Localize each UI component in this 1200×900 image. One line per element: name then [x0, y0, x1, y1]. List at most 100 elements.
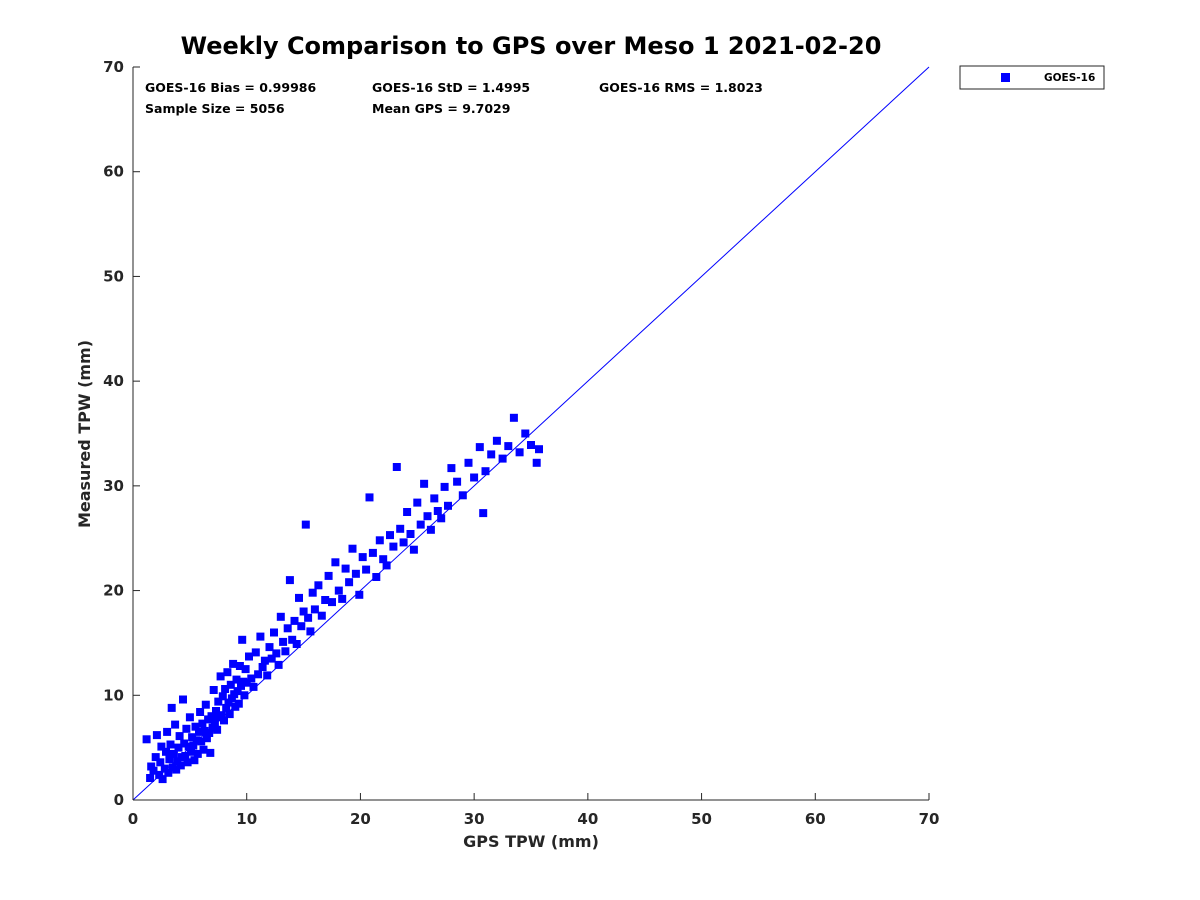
data-point [464, 458, 473, 467]
data-point [498, 454, 507, 463]
data-point [226, 680, 235, 689]
data-point [389, 542, 398, 551]
data-point [195, 727, 203, 736]
data-point [156, 758, 165, 767]
data-point [223, 668, 232, 677]
data-point [222, 703, 231, 712]
data-point [430, 494, 439, 503]
data-point [256, 632, 265, 641]
data-point [233, 687, 242, 696]
data-point [235, 662, 244, 670]
y-axis-label: Measured TPW (mm) [75, 340, 94, 528]
data-point [146, 774, 155, 782]
data-point [440, 482, 449, 491]
data-point [437, 514, 446, 523]
data-point [182, 724, 191, 733]
std-annotation: GOES-16 StD = 1.4995 [372, 80, 530, 95]
data-point [314, 581, 323, 590]
data-point [167, 703, 176, 712]
data-point [181, 752, 190, 760]
data-point [221, 685, 230, 693]
data-point [379, 555, 388, 564]
data-point [198, 719, 207, 728]
data-point [251, 648, 260, 657]
data-point [164, 768, 173, 777]
data-point [208, 723, 217, 732]
data-point [258, 663, 267, 671]
data-point [324, 571, 333, 580]
data-point [191, 722, 200, 731]
data-point [152, 731, 161, 740]
data-point [158, 775, 167, 784]
data-point [225, 710, 234, 719]
data-point [157, 742, 166, 751]
x-tick-label: 0 [128, 810, 138, 828]
data-point [179, 695, 187, 704]
data-point [375, 536, 384, 545]
data-point [292, 640, 301, 648]
data-point [206, 748, 215, 757]
data-point [348, 544, 357, 553]
data-point [444, 501, 452, 510]
data-point [242, 678, 251, 687]
data-point [200, 726, 209, 735]
data-point [180, 739, 189, 748]
y-tick-label: 20 [103, 582, 124, 600]
data-point [192, 736, 201, 745]
data-point [188, 733, 197, 742]
data-point [238, 635, 247, 644]
data-point [190, 756, 199, 765]
data-point [481, 467, 490, 476]
data-point [504, 442, 513, 451]
data-point [281, 647, 290, 656]
data-point [240, 691, 249, 700]
data-point [232, 675, 241, 684]
data-point [321, 596, 330, 604]
data-point [304, 613, 313, 622]
data-point [147, 762, 156, 771]
data-point [197, 737, 206, 746]
data-point [151, 753, 160, 762]
data-point [234, 699, 243, 708]
data-point [479, 509, 488, 518]
data-point [358, 553, 367, 562]
data-point [338, 594, 347, 603]
data-point [351, 569, 360, 578]
data-point [199, 745, 208, 754]
data-point [475, 443, 484, 452]
data-point [306, 627, 315, 636]
data-point [386, 531, 394, 540]
data-point [362, 565, 371, 574]
y-tick-label: 50 [103, 267, 124, 285]
data-point [392, 463, 401, 471]
x-tick-label: 60 [805, 810, 826, 828]
data-point [207, 712, 216, 721]
data-point [301, 520, 310, 529]
data-point [189, 741, 198, 750]
data-point [416, 520, 425, 529]
data-point [299, 607, 308, 616]
bias-annotation: GOES-16 Bias = 0.99986 [145, 80, 316, 95]
data-point [237, 681, 245, 690]
data-point [433, 507, 442, 515]
legend-box [959, 65, 1105, 90]
data-point [213, 725, 222, 734]
y-tick-label: 40 [103, 372, 124, 390]
data-point [205, 729, 214, 737]
axes-layer [132, 67, 929, 801]
sample-size-annotation: Sample Size = 5056 [145, 101, 285, 116]
data-point [267, 654, 276, 663]
data-point [229, 659, 238, 668]
data-point [247, 674, 256, 683]
x-tick-label: 70 [919, 810, 940, 828]
data-point [535, 445, 543, 454]
data-point [276, 612, 285, 621]
data-point [183, 758, 192, 767]
data-point [297, 622, 306, 631]
data-point [249, 682, 258, 691]
data-point [521, 429, 530, 438]
y-tick-label: 30 [103, 477, 124, 495]
data-point [509, 413, 518, 422]
mean-gps-annotation: Mean GPS = 9.7029 [372, 101, 510, 116]
